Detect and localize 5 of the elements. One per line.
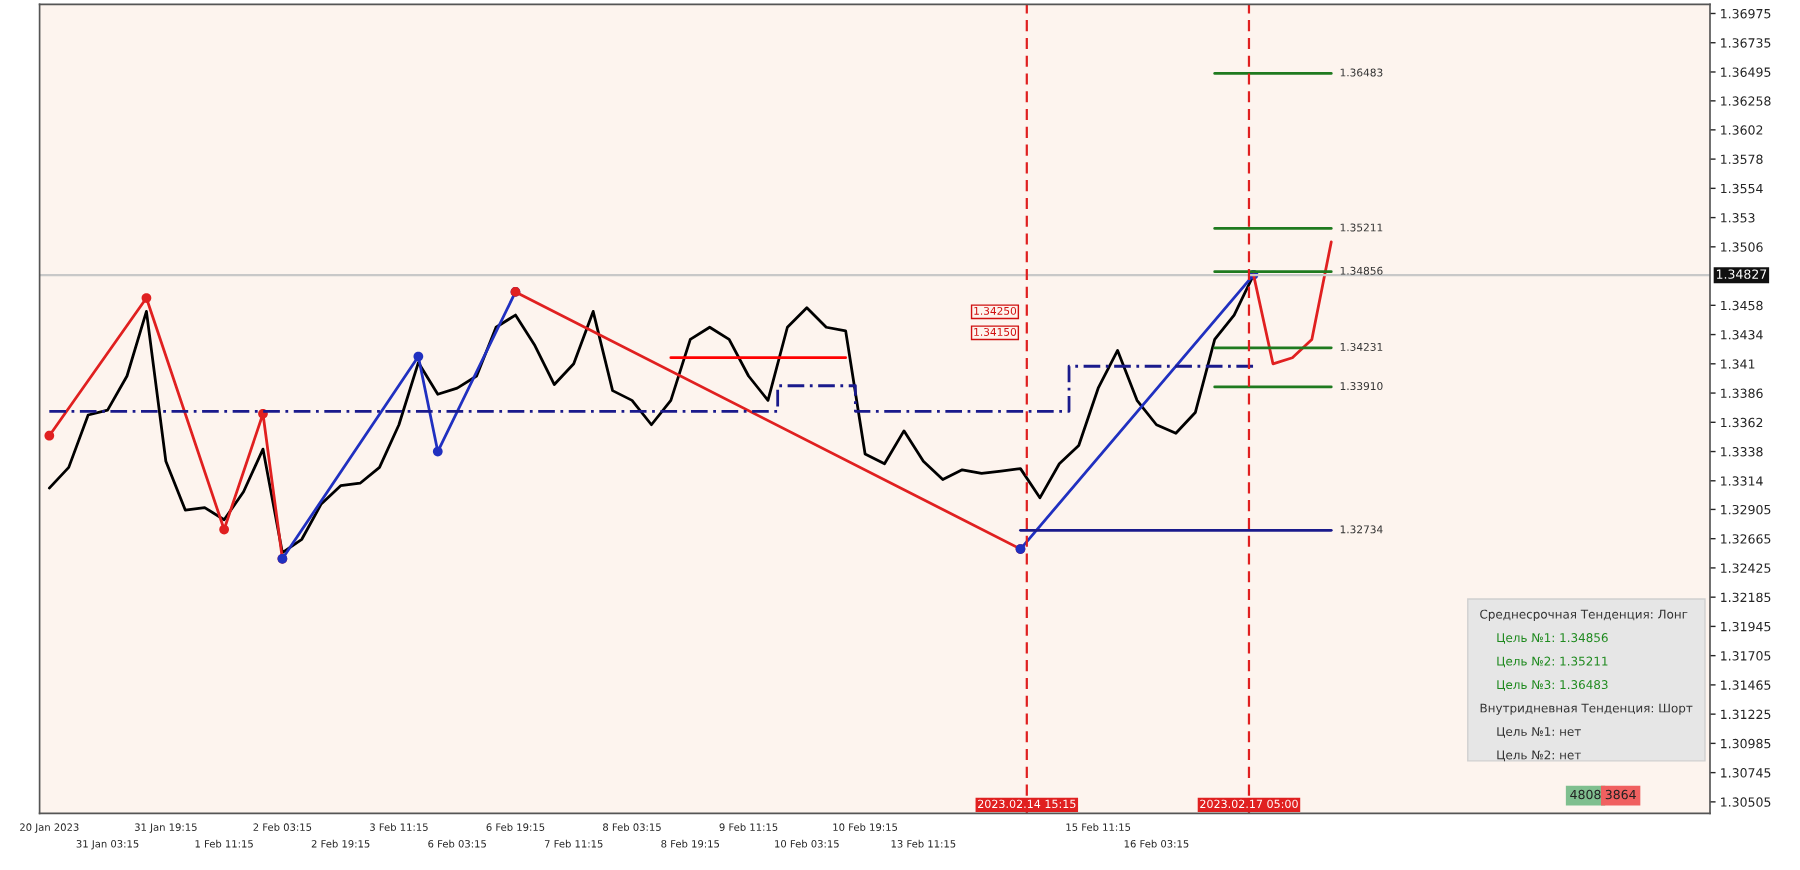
point bbox=[44, 430, 55, 441]
point bbox=[219, 524, 229, 535]
point bbox=[141, 293, 152, 303]
point bbox=[432, 446, 443, 457]
point bbox=[413, 351, 424, 362]
